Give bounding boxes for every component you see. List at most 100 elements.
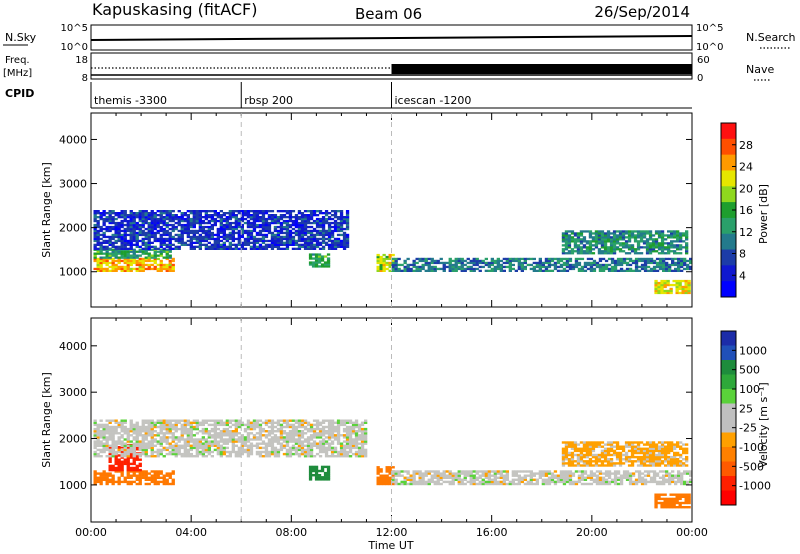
echo-cell	[565, 261, 570, 265]
echo-cell	[99, 450, 103, 454]
echo-cell	[156, 267, 160, 271]
echo-cell	[126, 214, 130, 217]
echo-cell	[689, 257, 693, 261]
echo-cell	[595, 480, 600, 484]
echo-cell	[597, 455, 602, 459]
echo-cell	[180, 423, 184, 427]
echo-cell	[580, 470, 585, 473]
echo-cell	[342, 227, 347, 231]
echo-cell	[258, 450, 263, 454]
echo-cell	[430, 257, 434, 261]
echo-cell	[345, 214, 350, 217]
echo-cell	[570, 236, 575, 239]
echo-cell	[204, 419, 208, 422]
echo-cell	[308, 465, 313, 469]
echo-cell	[508, 259, 512, 263]
echo-cell	[240, 227, 244, 231]
echo-cell	[666, 281, 670, 285]
echo-cell	[588, 240, 593, 243]
echo-cell	[547, 476, 552, 479]
echo-cell	[643, 480, 648, 484]
echo-cell	[96, 432, 100, 435]
echo-cell	[147, 434, 151, 437]
echo-cell	[345, 245, 350, 248]
echo-cell	[628, 478, 633, 481]
echo-cell	[315, 237, 320, 241]
echo-cell	[135, 430, 139, 433]
echo-cell	[457, 478, 461, 481]
echo-cell	[300, 229, 305, 233]
echo-cell	[111, 219, 115, 223]
echo-cell	[108, 252, 112, 255]
echo-cell	[594, 453, 599, 457]
echo-cell	[662, 478, 666, 481]
echo-cell	[475, 257, 479, 261]
echo-cell	[636, 451, 641, 455]
echo-cell	[108, 478, 112, 481]
echo-cell	[192, 225, 196, 229]
echo-cell	[457, 470, 461, 473]
echo-cell	[105, 256, 109, 259]
echo-cell	[135, 454, 139, 457]
echo-cell	[657, 230, 662, 233]
echo-cell	[568, 474, 573, 477]
echo-cell	[397, 472, 401, 475]
echo-cell	[625, 257, 630, 261]
echo-cell	[403, 269, 407, 272]
echo-cell	[499, 263, 503, 267]
echo-cell	[285, 442, 290, 445]
echo-cell	[300, 442, 305, 445]
echo-cell	[597, 443, 602, 446]
echo-cell	[654, 240, 659, 243]
echo-cell	[351, 440, 356, 443]
echo-cell	[561, 248, 566, 251]
echo-cell	[132, 452, 136, 456]
echo-cell	[174, 442, 178, 445]
echo-cell	[108, 464, 112, 468]
echo-cell	[288, 219, 293, 223]
echo-cell	[234, 231, 238, 235]
echo-cell	[204, 231, 208, 235]
echo-cell	[213, 438, 217, 441]
echo-cell	[207, 227, 211, 231]
echo-cell	[481, 472, 485, 475]
echo-cell	[228, 245, 232, 248]
echo-cell	[570, 232, 575, 235]
echo-cell	[153, 216, 157, 219]
echo-cell	[391, 480, 395, 484]
echo-cell	[276, 430, 281, 433]
echo-cell	[108, 460, 112, 463]
echo-cell	[195, 241, 199, 244]
echo-cell	[96, 455, 100, 458]
echo-cell	[261, 221, 266, 225]
echo-cell	[264, 239, 269, 243]
echo-cell	[357, 436, 362, 439]
echo-cell	[312, 434, 317, 437]
echo-cell	[108, 450, 112, 454]
echo-cell	[267, 245, 272, 248]
echo-cell	[168, 444, 172, 447]
echo-cell	[646, 472, 651, 475]
echo-cell	[246, 452, 251, 456]
echo-cell	[649, 261, 654, 265]
echo-cell	[321, 223, 326, 227]
echo-cell	[588, 458, 593, 461]
echo-cell	[568, 472, 573, 475]
echo-cell	[132, 423, 136, 427]
echo-cell	[591, 443, 596, 446]
echo-cell	[219, 235, 223, 239]
echo-cell	[147, 430, 151, 433]
echo-cell	[144, 252, 148, 255]
echo-cell	[147, 233, 151, 237]
echo-cell	[646, 480, 651, 484]
echo-cell	[237, 219, 241, 223]
colorbar-tick-label: 8	[739, 248, 746, 261]
echo-cell	[249, 225, 254, 229]
echo-cell	[135, 216, 139, 219]
echo-cell	[102, 444, 106, 447]
echo-cell	[174, 221, 178, 225]
echo-cell	[210, 423, 214, 427]
echo-cell	[573, 242, 578, 245]
echo-cell	[303, 444, 308, 447]
echo-cell	[636, 248, 641, 251]
